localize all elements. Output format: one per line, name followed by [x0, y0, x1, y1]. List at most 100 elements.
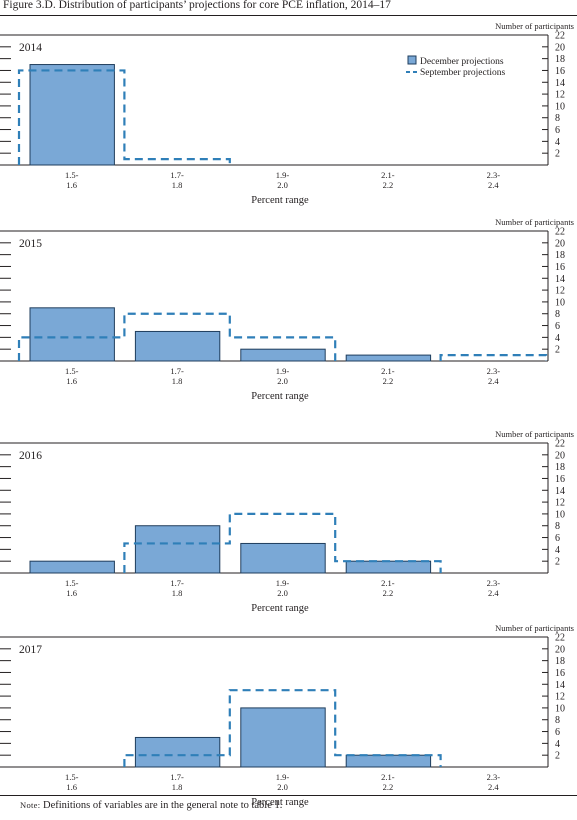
september-outline [17, 312, 548, 361]
chart-svg: Number of participants 2014 24681012141618… [0, 21, 574, 206]
y-tick-label: 12 [555, 692, 565, 703]
december-bar [345, 754, 432, 768]
chart-panel-2016: Number of participants 2016 2 4 6 8 10 12 14 16 18… [0, 426, 577, 626]
title-rule [0, 15, 577, 16]
x-tick-label: 2.1-2.2 [381, 772, 395, 792]
december-bar [240, 707, 326, 768]
december-bar [29, 307, 115, 362]
december-bar [345, 560, 432, 574]
legend-swatch-december [407, 55, 417, 65]
y-axis-label: Number of participants [495, 429, 574, 439]
x-tick-label: 2.3-2.4 [487, 578, 501, 598]
december-bar [134, 525, 221, 574]
y-tick-label: 10 [555, 703, 565, 714]
x-tick-label: 1.7-1.8 [170, 366, 184, 386]
x-tick-label: 2.1-2.2 [381, 170, 395, 190]
y-tick-label: 20 [555, 644, 565, 655]
note-rule [0, 795, 577, 796]
x-tick-label: 1.5-1.6 [65, 366, 79, 386]
x-tick-label: 1.9-2.0 [276, 170, 290, 190]
y-tick-label: 12 [555, 90, 565, 101]
y-tick-label: 16 [555, 474, 565, 485]
december-bar [345, 354, 432, 362]
y-tick-label: 4 [555, 739, 560, 750]
panel-label: 2017 [19, 644, 42, 656]
figure-note: Note: Definitions of variables are in th… [20, 800, 282, 811]
y-tick-label: 4 [555, 333, 560, 344]
chart-svg: Number of participants 2017 24681012141618… [0, 623, 574, 808]
y-tick-label: 22 [555, 31, 565, 42]
note-text: Definitions of variables are in the gene… [40, 800, 283, 811]
december-bar [134, 736, 221, 768]
x-axis-label: Percent range [251, 797, 309, 808]
y-tick-label: 18 [555, 54, 565, 65]
legend-label-september: September projections [420, 68, 506, 78]
x-tick-label: 2.1-2.2 [381, 578, 395, 598]
y-tick-label: 10 [555, 101, 565, 112]
x-tick-label: 1.5-1.6 [65, 170, 79, 190]
y-tick-label: 16 [555, 262, 565, 273]
y-tick-label: 14 [555, 78, 565, 89]
x-tick-label: 1.9-2.0 [276, 578, 290, 598]
x-tick-label: 1.5-1.6 [65, 578, 79, 598]
chart-panel-2017: Number of participants 2017 2 4 6 8 10 12 14 16 18… [0, 620, 577, 820]
y-tick-label: 8 [555, 113, 560, 124]
y-tick-label: 4 [555, 137, 560, 148]
y-tick-label: 14 [555, 274, 565, 285]
x-tick-label: 1.9-2.0 [276, 366, 290, 386]
y-tick-label: 8 [555, 521, 560, 532]
x-tick-label: 2.3-2.4 [487, 366, 501, 386]
y-tick-label: 8 [555, 309, 560, 320]
y-tick-label: 22 [555, 227, 565, 238]
x-axis-label: Percent range [251, 603, 309, 614]
figure-title: Figure 3.D. Distribution of participants… [3, 0, 391, 11]
chart-svg: Number of participants 2015 24681012141618… [0, 217, 574, 402]
panel-label: 2014 [19, 42, 42, 54]
y-axis-label: Number of participants [495, 623, 574, 633]
note-label: Note: [20, 800, 41, 810]
y-tick-label: 22 [555, 439, 565, 450]
december-bar [134, 330, 221, 362]
x-tick-label: 1.7-1.8 [170, 578, 184, 598]
y-tick-label: 16 [555, 668, 565, 679]
x-tick-label: 1.5-1.6 [65, 772, 79, 792]
december-bar [240, 348, 326, 362]
x-axis-label: Percent range [251, 195, 309, 206]
y-tick-label: 6 [555, 533, 560, 544]
x-tick-label: 1.9-2.0 [276, 772, 290, 792]
x-tick-label: 2.1-2.2 [381, 366, 395, 386]
y-tick-label: 12 [555, 498, 565, 509]
y-tick-label: 2 [555, 557, 560, 568]
y-tick-label: 4 [555, 545, 560, 556]
y-tick-label: 18 [555, 462, 565, 473]
y-axis-label: Number of participants [495, 217, 574, 227]
y-tick-label: 16 [555, 66, 565, 77]
panel-label: 2015 [19, 238, 42, 250]
y-tick-label: 6 [555, 321, 560, 332]
chart-panel-2014: Number of participants 2014 2 4 6 8 10 12 14 16 18… [0, 18, 577, 218]
december-bar [29, 64, 115, 166]
y-tick-label: 14 [555, 486, 565, 497]
panel-label: 2016 [19, 450, 42, 462]
september-outline [123, 689, 442, 767]
chart-panel-2015: Number of participants 2015 2 4 6 8 10 12 14 16 18… [0, 214, 577, 414]
december-bar [240, 542, 326, 574]
y-tick-label: 2 [555, 751, 560, 762]
y-tick-label: 10 [555, 297, 565, 308]
y-tick-label: 2 [555, 149, 560, 160]
y-tick-label: 22 [555, 633, 565, 644]
y-tick-label: 2 [555, 345, 560, 356]
x-tick-label: 1.7-1.8 [170, 170, 184, 190]
y-axis-label: Number of participants [495, 21, 574, 31]
y-tick-label: 6 [555, 727, 560, 738]
y-tick-label: 20 [555, 238, 565, 249]
december-bar [29, 560, 115, 574]
x-tick-label: 2.3-2.4 [487, 170, 501, 190]
x-tick-label: 2.3-2.4 [487, 772, 501, 792]
chart-svg: Number of participants 2016 24681012141618… [0, 429, 574, 614]
y-tick-label: 8 [555, 715, 560, 726]
x-axis-label: Percent range [251, 391, 309, 402]
y-tick-label: 12 [555, 286, 565, 297]
september-outline [17, 69, 231, 165]
